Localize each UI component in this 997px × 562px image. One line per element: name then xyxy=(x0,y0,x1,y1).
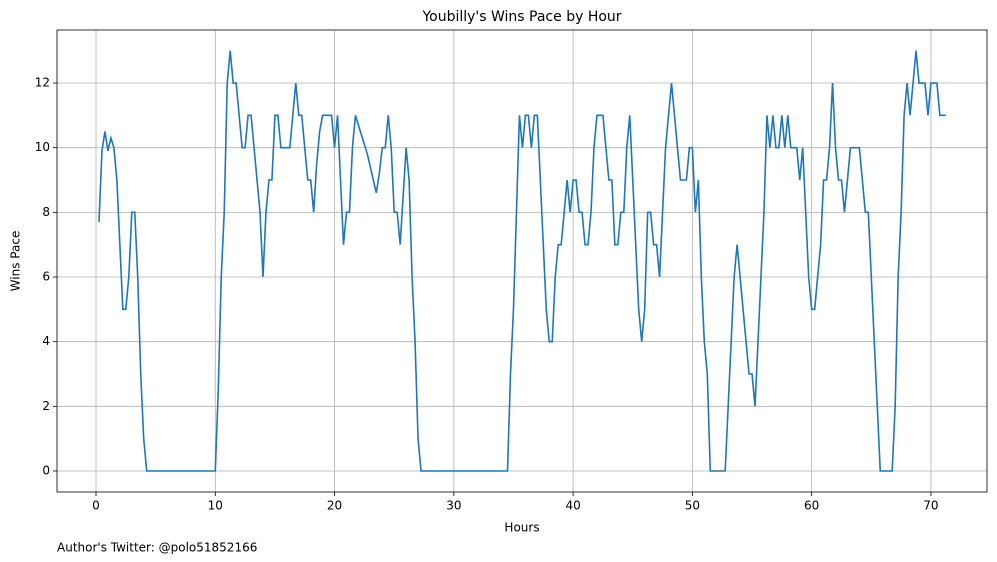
y-tick-label: 0 xyxy=(42,463,50,477)
x-tick-label: 30 xyxy=(446,499,461,513)
y-tick-label: 10 xyxy=(35,140,50,154)
chart-title: Youbilly's Wins Pace by Hour xyxy=(421,9,621,25)
y-tick-label: 2 xyxy=(42,399,50,413)
y-axis-label: Wins Pace xyxy=(9,231,23,292)
x-axis-label: Hours xyxy=(504,521,539,535)
x-tick-label: 60 xyxy=(804,499,819,513)
plot-area xyxy=(57,30,987,492)
x-tick-label: 40 xyxy=(565,499,580,513)
plot-frame xyxy=(56,29,988,493)
y-tick-label: 4 xyxy=(42,334,50,348)
x-tick-label: 70 xyxy=(923,499,938,513)
y-tick-label: 6 xyxy=(42,270,50,284)
y-tick-label: 12 xyxy=(35,76,50,90)
y-tick-label: 8 xyxy=(42,205,50,219)
x-tick-label: 10 xyxy=(208,499,223,513)
x-tick-label: 0 xyxy=(92,499,100,513)
x-tick-label: 50 xyxy=(685,499,700,513)
x-tick-label: 20 xyxy=(327,499,342,513)
annotation: Author's Twitter: @polo51852166 xyxy=(57,541,257,555)
data-line xyxy=(98,50,946,472)
